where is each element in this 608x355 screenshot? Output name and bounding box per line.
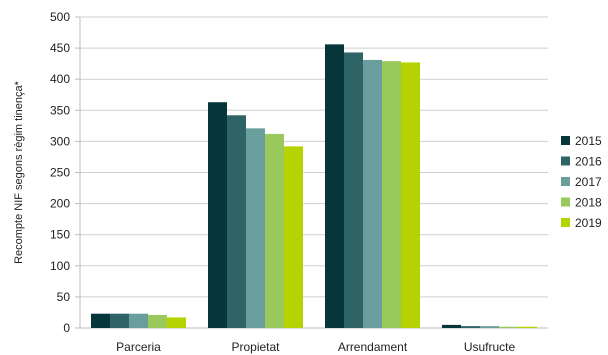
y-tick-label: 450 [50, 41, 70, 55]
legend-label: 2015 [575, 134, 602, 148]
bar-arrendament-2018 [382, 61, 401, 329]
legend-swatch [561, 136, 570, 145]
bar-propietat-2016 [227, 115, 246, 328]
y-tick-label: 300 [50, 134, 70, 148]
x-category-label: Parceria [116, 340, 161, 354]
grid-lines [75, 16, 548, 329]
bar-usufructe-2018 [499, 326, 518, 328]
bar-arrendament-2015 [325, 44, 344, 328]
bar-parceria-2019 [167, 317, 186, 328]
y-tick-label: 200 [50, 197, 70, 211]
x-category-label: Arrendament [338, 340, 408, 354]
y-tick-label: 350 [50, 103, 70, 117]
bar-parceria-2015 [91, 313, 110, 328]
legend-label: 2017 [575, 175, 602, 189]
y-axis-title: Recompte NIF segons règim tinença* [13, 80, 25, 264]
x-axis-labels: Parceria Propietat Arrendament Usufructe [116, 340, 515, 354]
bar-arrendament-2016 [344, 52, 363, 328]
legend-swatch [561, 156, 570, 166]
bar-parceria-2018 [148, 314, 167, 328]
legend: 2015 2016 2017 2018 2019 [561, 134, 602, 230]
bar-propietat-2018 [265, 133, 284, 328]
bar-arrendament-2017 [363, 59, 382, 328]
bar-propietat-2015 [208, 102, 227, 329]
legend-swatch [561, 177, 570, 186]
bar-arrendament-2019 [401, 62, 420, 328]
x-category-label: Usufructe [464, 340, 516, 354]
y-tick-label: 150 [50, 228, 70, 242]
bar-usufructe-2017 [480, 326, 499, 328]
bar-usufructe-2015 [442, 324, 461, 328]
y-tick-label: 500 [50, 10, 70, 24]
bar-parceria-2017 [129, 313, 148, 328]
y-tick-label: 400 [50, 72, 70, 86]
bar-propietat-2017 [246, 128, 265, 328]
legend-swatch [561, 218, 570, 227]
y-tick-label: 100 [50, 259, 70, 273]
y-tick-label: 0 [63, 321, 70, 335]
y-tick-label: 50 [57, 290, 71, 304]
legend-label: 2018 [575, 196, 602, 210]
bar-propietat-2019 [284, 146, 303, 328]
legend-label: 2019 [575, 216, 602, 230]
x-category-label: Propietat [231, 340, 280, 354]
bar-parceria-2016 [110, 313, 129, 328]
y-axis-ticks: 0 50 100 150 200 250 300 350 400 450 500 [50, 10, 70, 335]
bar-usufructe-2019 [518, 326, 537, 328]
bars [91, 44, 537, 329]
y-tick-label: 250 [50, 166, 70, 180]
bar-usufructe-2016 [461, 326, 480, 328]
legend-swatch [561, 197, 570, 207]
legend-label: 2016 [575, 155, 602, 169]
